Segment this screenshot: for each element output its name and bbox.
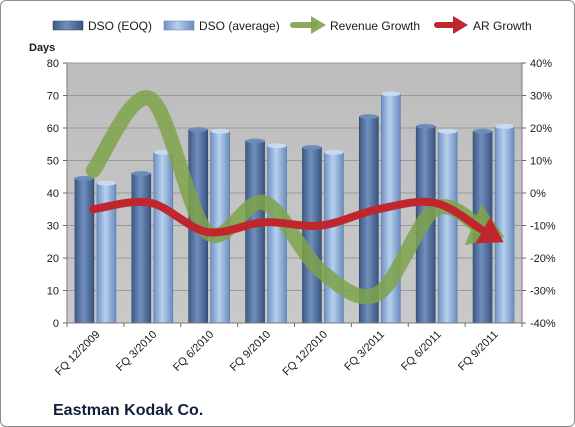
bar-dso-eoq-top — [245, 138, 265, 144]
bar-dso-average-top — [210, 128, 230, 134]
bar-dso-average-top — [381, 91, 401, 97]
y-tick-label: 20 — [47, 253, 59, 265]
bar-dso-average — [96, 180, 117, 324]
y-tick-label: 40 — [47, 188, 59, 200]
x-axis-ticks: FQ 12/2009 FQ 3/2010 FQ 6/2010 FQ 9/2010 FQ … — [53, 323, 523, 379]
x-tick-label: FQ 3/2010 — [114, 329, 159, 374]
y-tick-label: 0 — [53, 318, 59, 330]
legend-item-dso-eoq: DSO (EOQ) — [52, 19, 152, 33]
x-tick-label: FQ 12/2009 — [53, 329, 103, 379]
bar-dso-eoq — [131, 171, 152, 324]
line-revenue-growth — [85, 90, 488, 305]
legend-label-dso-eoq: DSO (EOQ) — [88, 19, 152, 33]
y2-axis-ticks: -40% -30% -20% -10% 0% 10% 20% 30% 40% — [522, 58, 556, 330]
bar-dso-average-top — [495, 123, 515, 129]
bar-dso-eoq — [302, 145, 322, 324]
bar-dso-eoq-top — [473, 128, 493, 134]
bar-dso-average-body — [153, 152, 174, 324]
x-tick-label: FQ 9/2010 — [228, 329, 273, 374]
x-tick-label: FQ 9/2011 — [456, 329, 501, 374]
bar-dso-average — [153, 149, 174, 324]
bar-dso-average-top — [438, 128, 458, 134]
bar-dso-eoq-top — [131, 171, 151, 176]
bar-dso-average-body — [437, 130, 458, 324]
y2-tick-label: -20% — [530, 253, 556, 265]
x-tick-label: FQ 6/2011 — [399, 329, 444, 374]
y2-tick-label: 0% — [530, 188, 546, 200]
x-tick-label: FQ 12/2010 — [280, 329, 330, 379]
legend-label-revenue-growth: Revenue Growth — [330, 19, 420, 33]
x-tick-label: FQ 6/2010 — [171, 329, 216, 374]
growth-lines — [85, 90, 505, 305]
bar-dso-average-body — [494, 126, 515, 324]
bar-dso-average — [494, 123, 515, 324]
bar-dso-average-body — [267, 145, 287, 324]
bar-dso-eoq — [245, 138, 265, 324]
bar-dso-average — [267, 143, 287, 324]
y-tick-label: 10 — [47, 286, 59, 298]
y-axis-ticks: 0 10 20 30 40 50 60 70 80 — [47, 58, 67, 330]
legend-item-ar-growth: AR Growth — [434, 16, 532, 34]
y2-tick-label: 20% — [530, 123, 552, 135]
bar-dso-eoq-top — [188, 127, 208, 133]
legend-item-revenue-growth: Revenue Growth — [290, 16, 420, 34]
y-tick-label: 30 — [47, 221, 59, 233]
legend-item-dso-average: DSO (average) — [163, 19, 280, 33]
y2-tick-label: -10% — [530, 221, 556, 233]
line-ar-growth — [89, 197, 486, 237]
y-tick-label: 80 — [47, 58, 59, 70]
bar-dso-eoq-top — [74, 175, 94, 181]
bar-dso-average — [437, 128, 458, 324]
chart-title: Eastman Kodak Co. — [53, 402, 203, 419]
bar-dso-eoq-body — [302, 147, 322, 324]
y2-tick-label: -30% — [530, 286, 556, 298]
y-tick-label: 60 — [47, 123, 59, 135]
legend-label-dso-average: DSO (average) — [199, 19, 280, 33]
y-tick-label: 50 — [47, 156, 59, 168]
y2-tick-label: -40% — [530, 318, 556, 330]
y2-tick-label: 30% — [530, 91, 552, 103]
bar-dso-average-top — [96, 180, 116, 186]
bar-dso-eoq — [74, 175, 95, 324]
bar-dso-eoq-body — [245, 140, 265, 324]
y2-tick-label: 40% — [530, 58, 552, 70]
x-tick-label: FQ 3/2011 — [342, 329, 387, 374]
bar-dso-average-body — [324, 152, 344, 324]
bar-dso-eoq-top — [416, 123, 436, 129]
legend-label-ar-growth: AR Growth — [473, 19, 532, 33]
bar-dso-average — [324, 149, 344, 324]
bar-dso-eoq-top — [302, 145, 322, 150]
bar-dso-eoq-body — [74, 178, 95, 324]
line-ar-growth-arrowhead — [475, 217, 504, 244]
y-axis-title: Days — [29, 42, 55, 54]
bar-dso-average-top — [324, 149, 344, 155]
legend: DSO (EOQ) DSO (average) Revenue Growth A… — [52, 16, 532, 34]
bar-dso-average-top — [267, 143, 287, 149]
bar-dso-eoq-top — [359, 114, 379, 120]
bar-dso-eoq-body — [131, 173, 152, 324]
y-tick-label: 70 — [47, 91, 59, 103]
y2-tick-label: 10% — [530, 156, 552, 168]
